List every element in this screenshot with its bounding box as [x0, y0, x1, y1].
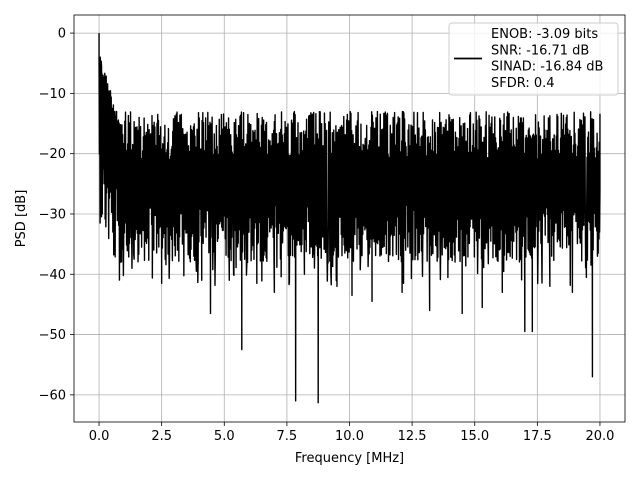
x-tick-label: 20.0	[585, 429, 614, 444]
legend: ENOB: -3.09 bits SNR: -16.71 dB SINAD: -…	[448, 22, 619, 96]
y-tick-label: 0	[58, 27, 66, 42]
legend-sinad: SINAD: -16.84 dB	[491, 60, 603, 75]
y-tick-label: −30	[39, 207, 66, 222]
y-tick-label: −10	[39, 87, 66, 102]
x-axis-label: Frequency [MHz]	[295, 451, 404, 466]
x-tick-label: 10.0	[335, 429, 364, 444]
y-axis-label: PSD [dB]	[14, 190, 29, 248]
y-axis-ticks: 0 −10 −20 −30 −40 −50 −60	[39, 27, 74, 403]
x-tick-label: 17.5	[523, 429, 552, 444]
legend-snr: SNR: -16.71 dB	[491, 43, 589, 58]
y-tick-label: −40	[39, 268, 66, 283]
x-tick-label: 0.0	[89, 429, 110, 444]
legend-enob: ENOB: -3.09 bits	[491, 27, 598, 42]
x-tick-label: 12.5	[398, 429, 427, 444]
x-tick-label: 5.0	[214, 429, 235, 444]
psd-series-line	[98, 33, 601, 404]
x-tick-label: 2.5	[151, 429, 172, 444]
x-axis-ticks: 0.0 2.5 5.0 7.5 10.0 12.5 15.0 17.5 20.0	[89, 422, 614, 444]
plot-area	[98, 33, 601, 404]
legend-sfdr: SFDR: 0.4	[491, 76, 555, 91]
x-tick-label: 15.0	[460, 429, 489, 444]
legend-box	[448, 22, 619, 96]
y-tick-label: −50	[39, 328, 66, 343]
y-tick-label: −60	[39, 388, 66, 403]
y-tick-label: −20	[39, 147, 66, 162]
x-tick-label: 7.5	[277, 429, 298, 444]
